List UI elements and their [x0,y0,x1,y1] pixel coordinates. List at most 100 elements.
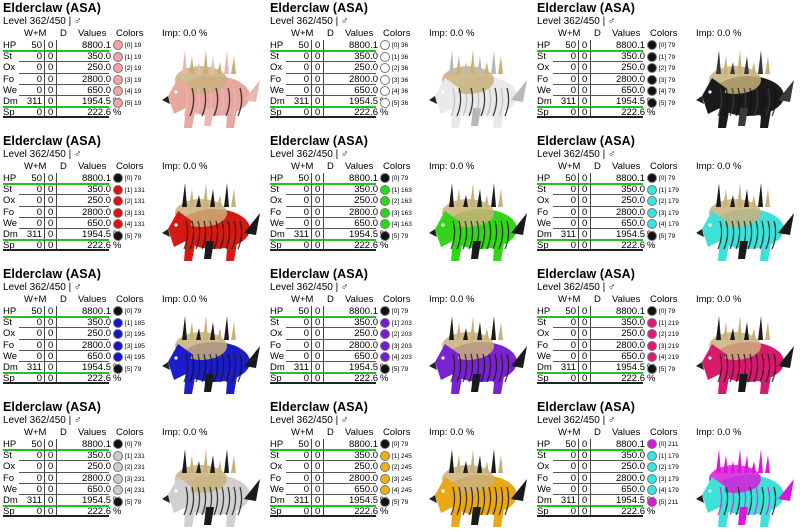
color-region-3[interactable]: [3] 231 [113,473,161,486]
color-swatch[interactable] [647,184,657,195]
color-region-0[interactable]: [0] 79 [380,173,428,185]
color-region-1[interactable]: [1] 179 [647,184,695,197]
color-swatch[interactable] [647,173,657,183]
color-swatch[interactable] [647,317,657,328]
color-region-1[interactable]: [1] 231 [113,450,161,463]
creature-card[interactable]: Elderclaw (ASA) Level 362/450 | ♂ W+M D … [534,133,800,266]
color-region-4[interactable]: [4] 163 [380,219,428,231]
color-swatch[interactable] [113,317,123,328]
color-swatch[interactable] [380,74,390,85]
color-region-3[interactable]: [3] 19 [113,74,161,87]
color-swatch[interactable] [380,184,390,195]
creature-card[interactable]: Elderclaw (ASA) Level 362/450 | ♂ W+M D … [0,399,266,532]
color-swatch[interactable] [647,63,657,73]
color-region-1[interactable]: [1] 185 [113,317,161,330]
color-swatch[interactable] [380,485,390,495]
creature-card[interactable]: Elderclaw (ASA) Level 362/450 | ♂ W+M D … [267,133,533,266]
color-region-5[interactable]: [5] 79 [113,230,161,243]
color-swatch[interactable] [380,462,390,472]
color-region-5[interactable]: [5] 79 [647,97,695,110]
color-swatch[interactable] [647,40,657,50]
color-swatch[interactable] [647,439,657,449]
color-region-5[interactable]: [5] 36 [380,97,428,110]
color-region-4[interactable]: [4] 203 [380,352,428,364]
color-region-2[interactable]: [2] 79 [647,63,695,75]
color-swatch[interactable] [113,496,123,507]
color-swatch[interactable] [647,340,657,351]
color-region-0[interactable]: [0] 79 [113,439,161,451]
color-region-1[interactable]: [1] 131 [113,184,161,197]
color-swatch[interactable] [380,51,390,62]
color-swatch[interactable] [113,74,123,85]
creature-card[interactable]: Elderclaw (ASA) Level 362/450 | ♂ W+M D … [534,399,800,532]
color-region-1[interactable]: [1] 19 [113,51,161,64]
color-region-3[interactable]: [3] 79 [647,74,695,87]
color-region-3[interactable]: [3] 245 [380,473,428,486]
color-region-3[interactable]: [3] 203 [380,340,428,353]
color-region-0[interactable]: [0] 79 [647,173,695,185]
color-swatch[interactable] [113,363,123,374]
color-region-2[interactable]: [2] 131 [113,196,161,208]
color-region-2[interactable]: [2] 195 [113,329,161,341]
color-region-1[interactable]: [1] 245 [380,450,428,463]
color-region-5[interactable]: [5] 211 [647,496,695,509]
color-swatch[interactable] [113,51,123,62]
color-swatch[interactable] [647,230,657,241]
color-swatch[interactable] [113,184,123,195]
color-region-4[interactable]: [4] 219 [647,352,695,364]
color-region-4[interactable]: [4] 79 [647,86,695,98]
color-swatch[interactable] [647,462,657,472]
color-region-2[interactable]: [2] 231 [113,462,161,474]
color-swatch[interactable] [380,306,390,316]
color-region-5[interactable]: [5] 79 [380,363,428,376]
creature-card[interactable]: Elderclaw (ASA) Level 362/450 | ♂ W+M D … [534,266,800,399]
color-swatch[interactable] [113,230,123,241]
color-swatch[interactable] [647,196,657,206]
color-region-2[interactable]: [2] 19 [113,63,161,75]
color-region-1[interactable]: [1] 179 [647,450,695,463]
color-region-4[interactable]: [4] 179 [647,485,695,497]
color-swatch[interactable] [380,97,390,108]
color-region-4[interactable]: [4] 231 [113,485,161,497]
color-region-3[interactable]: [3] 195 [113,340,161,353]
color-swatch[interactable] [647,74,657,85]
color-region-2[interactable]: [2] 179 [647,462,695,474]
color-swatch[interactable] [113,207,123,218]
color-swatch[interactable] [380,363,390,374]
color-swatch[interactable] [647,97,657,108]
color-swatch[interactable] [380,317,390,328]
color-swatch[interactable] [647,450,657,461]
color-swatch[interactable] [647,219,657,229]
color-swatch[interactable] [113,40,123,50]
color-swatch[interactable] [113,196,123,206]
color-region-4[interactable]: [4] 195 [113,352,161,364]
color-swatch[interactable] [113,462,123,472]
color-swatch[interactable] [380,496,390,507]
color-swatch[interactable] [647,207,657,218]
color-swatch[interactable] [113,485,123,495]
color-region-1[interactable]: [1] 219 [647,317,695,330]
color-region-0[interactable]: [0] 79 [113,173,161,185]
color-swatch[interactable] [113,340,123,351]
color-region-2[interactable]: [2] 203 [380,329,428,341]
color-region-3[interactable]: [3] 179 [647,207,695,220]
color-region-2[interactable]: [2] 36 [380,63,428,75]
color-swatch[interactable] [380,352,390,362]
color-swatch[interactable] [380,196,390,206]
color-region-1[interactable]: [1] 79 [647,51,695,64]
color-region-5[interactable]: [5] 79 [647,363,695,376]
color-swatch[interactable] [113,450,123,461]
color-region-4[interactable]: [4] 245 [380,485,428,497]
color-region-5[interactable]: [5] 19 [113,97,161,110]
color-region-0[interactable]: [0] 79 [113,306,161,318]
color-region-0[interactable]: [0] 211 [647,439,695,451]
color-swatch[interactable] [113,219,123,229]
color-region-3[interactable]: [3] 131 [113,207,161,220]
creature-card[interactable]: Elderclaw (ASA) Level 362/450 | ♂ W+M D … [0,266,266,399]
color-region-5[interactable]: [5] 79 [647,230,695,243]
color-region-1[interactable]: [1] 203 [380,317,428,330]
color-region-0[interactable]: [0] 79 [380,439,428,451]
creature-card[interactable]: Elderclaw (ASA) Level 362/450 | ♂ W+M D … [0,133,266,266]
color-swatch[interactable] [113,473,123,484]
creature-card[interactable]: Elderclaw (ASA) Level 362/450 | ♂ W+M D … [0,0,266,133]
